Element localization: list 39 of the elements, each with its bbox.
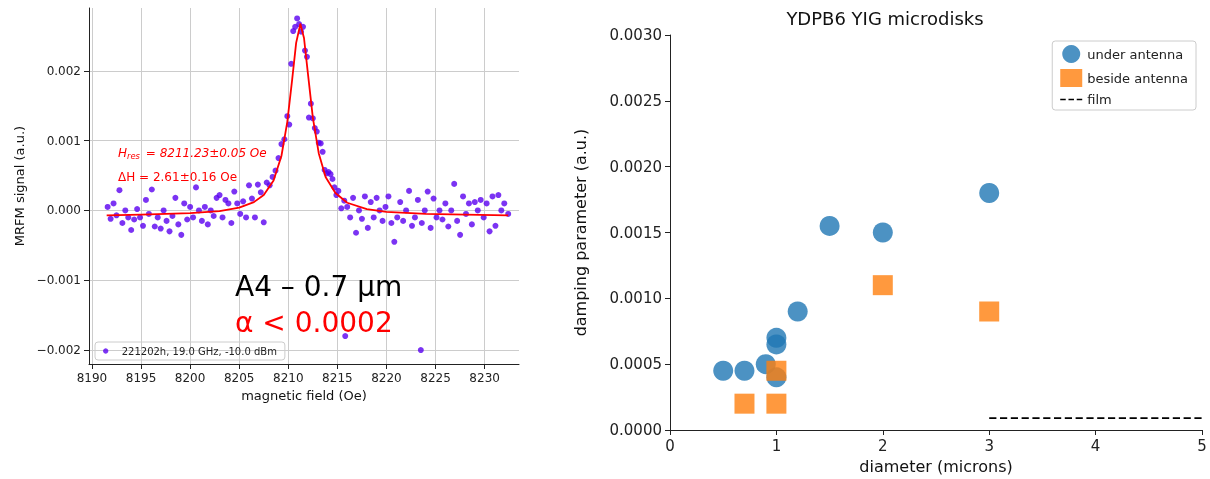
x-axis-title: magnetic field (Oe) [241, 387, 367, 403]
x-tick-label: 8210 [273, 371, 304, 385]
x-tick-label: 4 [1090, 436, 1101, 455]
x-tick-label: 3 [984, 436, 994, 455]
legend-label: beside antenna [1087, 70, 1188, 86]
y-tick-label: −0.001 [36, 273, 81, 288]
legend-label: under antenna [1087, 46, 1184, 62]
annotation: ΔH = 2.61±0.16 Oe [118, 170, 238, 184]
annotation: A4 – 0.7 µm [235, 269, 403, 303]
y-tick-label: 0.002 [46, 63, 81, 78]
text: 221202h, 19.0 GHz, -10.0 dBm [121, 345, 277, 357]
x-tick-label: 8230 [469, 371, 500, 385]
y-tick-label: 0.0015 [609, 223, 662, 242]
x-tick-label: 8195 [125, 371, 157, 385]
x-axis-title: diameter (microns) [859, 456, 1013, 476]
x-tick-label: 8190 [76, 371, 108, 385]
y-tick-label: 0.0005 [609, 355, 662, 374]
x-tick-label: 8205 [223, 371, 255, 385]
y-tick-label: 0.000 [46, 203, 81, 218]
legend-label: film [1087, 92, 1112, 107]
x-tick-label: 8220 [371, 371, 402, 385]
x-tick-label: 8215 [322, 371, 353, 385]
y-tick-label: 0.0020 [609, 157, 662, 176]
annotation: α < 0.0002 [235, 305, 393, 339]
y-tick-label: 0.0010 [609, 289, 662, 308]
x-tick-label: 2 [878, 436, 888, 455]
chart-title: YDPB6 YIG microdisks [785, 7, 984, 29]
x-tick-label: 0 [665, 436, 675, 455]
y-axis-title: MRFM signal (a.u.) [11, 125, 27, 247]
x-tick-label: 5 [1197, 436, 1207, 455]
y-tick-label: 0.001 [46, 133, 81, 148]
y-tick-label: 0.0030 [609, 26, 662, 44]
x-tick-label: 8225 [420, 371, 451, 385]
y-axis-title: damping parameter (a.u.) [570, 128, 590, 337]
y-tick-label: 0.0000 [609, 421, 662, 439]
x-tick-label: 8200 [174, 371, 206, 385]
y-tick-label: 0.0025 [609, 91, 662, 110]
x-tick-label: 1 [771, 436, 782, 455]
y-tick-label: −0.002 [36, 343, 81, 358]
